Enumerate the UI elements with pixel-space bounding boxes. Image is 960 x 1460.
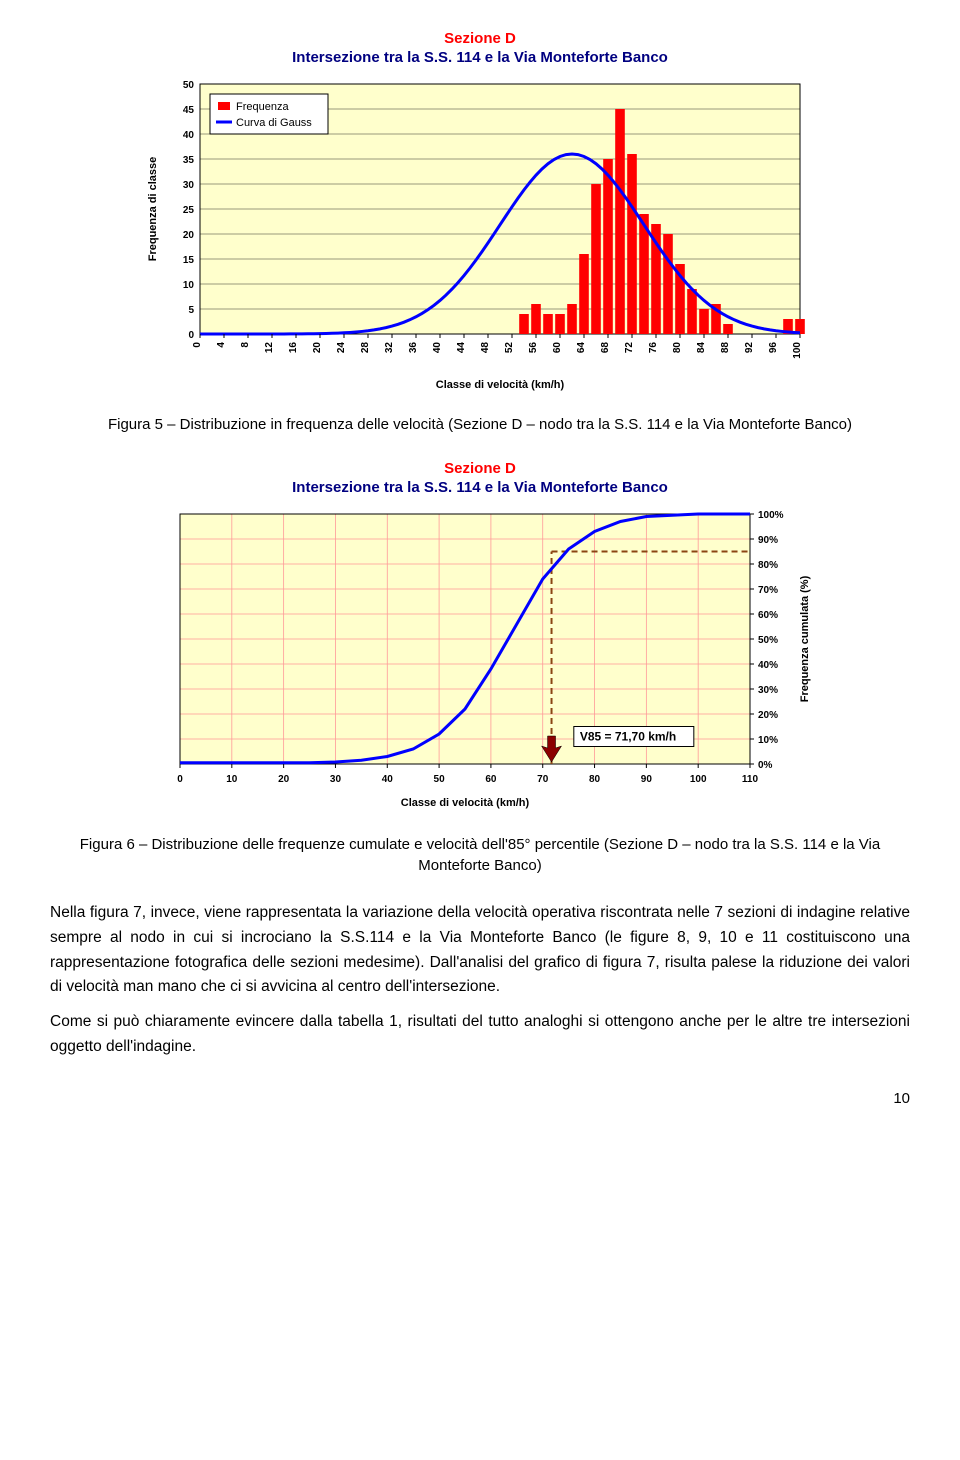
svg-text:40: 40 (432, 342, 443, 354)
page-number: 10 (50, 1090, 910, 1107)
svg-text:Frequenza di classe: Frequenza di classe (147, 157, 159, 262)
svg-text:20%: 20% (758, 710, 778, 721)
svg-text:20: 20 (278, 774, 290, 785)
svg-text:35: 35 (183, 155, 195, 166)
svg-text:40: 40 (382, 774, 394, 785)
paragraph-1: Nella figura 7, invece, viene rappresent… (50, 901, 910, 1000)
svg-text:110: 110 (742, 774, 759, 785)
svg-text:60%: 60% (758, 610, 778, 621)
chart2-title-blue: Intersezione tra la S.S. 114 e la Via Mo… (50, 479, 910, 496)
svg-text:V85 = 71,70 km/h: V85 = 71,70 km/h (580, 730, 676, 744)
svg-text:96: 96 (768, 342, 779, 354)
svg-text:Classe di velocità (km/h): Classe di velocità (km/h) (401, 797, 530, 809)
chart2-svg: V85 = 71,70 km/h 0 10 20 30 40 50 60 70 80 90 100 11… (140, 504, 820, 814)
svg-text:90%: 90% (758, 535, 778, 546)
svg-text:100: 100 (690, 774, 707, 785)
svg-text:12: 12 (264, 342, 275, 354)
chart1-svg: 0510152025303540455004812162024283236404… (140, 74, 820, 394)
svg-text:10%: 10% (758, 735, 778, 746)
figure6-caption: Figura 6 – Distribuzione delle frequenze… (50, 834, 910, 876)
svg-text:72: 72 (624, 342, 635, 354)
svg-text:24: 24 (336, 342, 347, 354)
paragraph-2: Come si può chiaramente evincere dalla t… (50, 1010, 910, 1060)
svg-text:8: 8 (240, 342, 251, 348)
svg-text:30: 30 (330, 774, 342, 785)
svg-text:15: 15 (183, 255, 195, 266)
svg-text:Frequenza cumulata (%): Frequenza cumulata (%) (799, 575, 811, 702)
svg-text:68: 68 (600, 342, 611, 354)
svg-text:Classe di velocità (km/h): Classe di velocità (km/h) (436, 379, 565, 391)
svg-text:32: 32 (384, 342, 395, 354)
svg-text:20: 20 (183, 230, 195, 241)
svg-text:50%: 50% (758, 635, 778, 646)
svg-text:60: 60 (485, 774, 497, 785)
svg-text:48: 48 (480, 342, 491, 354)
chart1-title-blue: Intersezione tra la S.S. 114 e la Via Mo… (50, 49, 910, 66)
svg-text:76: 76 (648, 342, 659, 354)
svg-text:30: 30 (183, 180, 195, 191)
svg-text:80%: 80% (758, 560, 778, 571)
svg-text:90: 90 (641, 774, 653, 785)
svg-text:100%: 100% (758, 510, 784, 521)
chart1-container: Sezione D Intersezione tra la S.S. 114 e… (50, 30, 910, 394)
svg-text:88: 88 (720, 342, 731, 354)
svg-text:52: 52 (504, 342, 515, 354)
chart2-container: Sezione D Intersezione tra la S.S. 114 e… (50, 460, 910, 814)
svg-text:0: 0 (192, 342, 203, 348)
svg-text:10: 10 (226, 774, 238, 785)
svg-text:100: 100 (792, 342, 803, 359)
svg-text:40%: 40% (758, 660, 778, 671)
svg-text:0: 0 (188, 330, 194, 341)
svg-text:16: 16 (288, 342, 299, 354)
svg-text:Curva di Gauss: Curva di Gauss (236, 117, 312, 129)
svg-text:25: 25 (183, 205, 195, 216)
svg-text:80: 80 (672, 342, 683, 354)
svg-text:50: 50 (434, 774, 446, 785)
svg-text:10: 10 (183, 280, 195, 291)
svg-text:0%: 0% (758, 760, 773, 771)
svg-text:92: 92 (744, 342, 755, 354)
svg-text:28: 28 (360, 342, 371, 354)
svg-text:60: 60 (552, 342, 563, 354)
svg-text:56: 56 (528, 342, 539, 354)
svg-text:45: 45 (183, 105, 195, 116)
chart1-title-red: Sezione D (50, 30, 910, 47)
svg-text:5: 5 (188, 305, 194, 316)
svg-text:70: 70 (537, 774, 549, 785)
svg-text:70%: 70% (758, 585, 778, 596)
svg-text:80: 80 (589, 774, 601, 785)
figure5-caption: Figura 5 – Distribuzione in frequenza de… (50, 414, 910, 435)
svg-text:20: 20 (312, 342, 323, 354)
svg-text:0: 0 (177, 774, 183, 785)
svg-text:40: 40 (183, 130, 195, 141)
svg-text:50: 50 (183, 80, 195, 91)
svg-text:36: 36 (408, 342, 419, 354)
svg-text:30%: 30% (758, 685, 778, 696)
svg-text:Frequenza: Frequenza (236, 101, 289, 113)
svg-text:84: 84 (696, 342, 707, 354)
svg-text:44: 44 (456, 342, 467, 354)
svg-text:64: 64 (576, 342, 587, 354)
svg-text:4: 4 (216, 342, 227, 348)
chart2-title-red: Sezione D (50, 460, 910, 477)
